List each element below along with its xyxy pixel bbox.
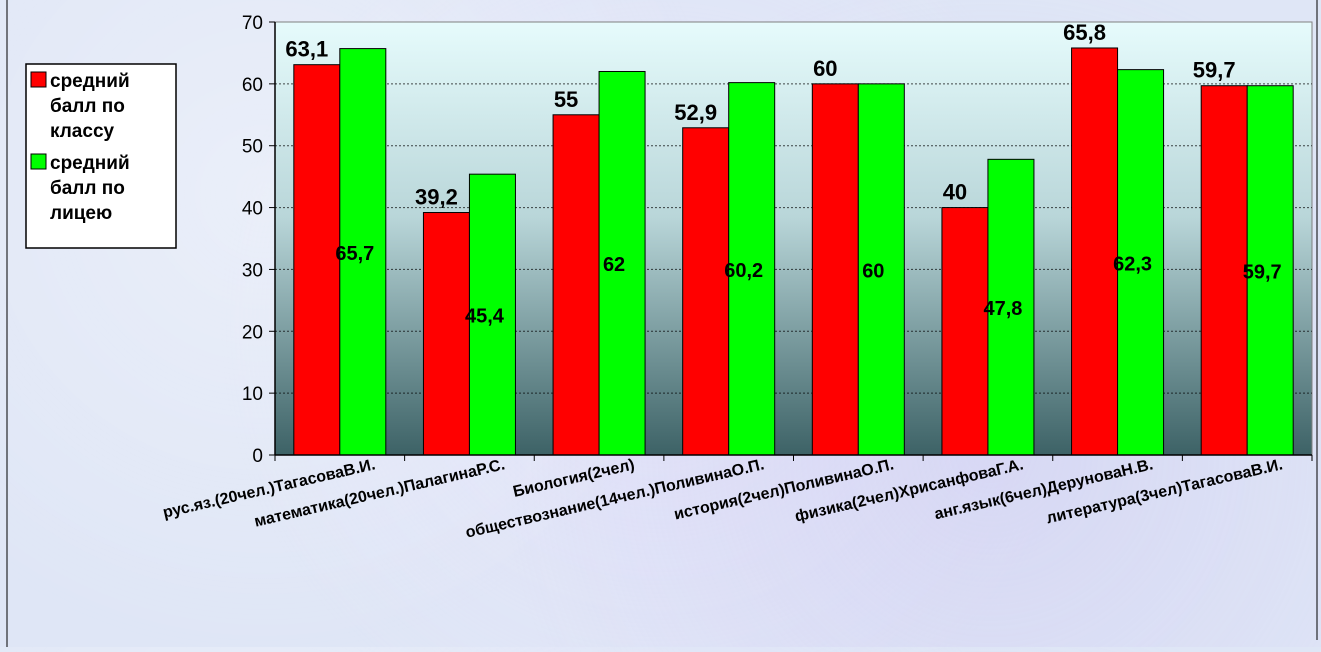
data-label-lyceum-average: 47,8 (983, 298, 1022, 320)
y-tick-label: 20 (242, 322, 263, 343)
y-tick-label: 30 (242, 260, 263, 281)
legend-label: балл по (50, 178, 125, 199)
legend-swatch (30, 153, 47, 170)
legend-label: средний (50, 153, 130, 174)
legend-item-class-average: средний балл по классу (30, 71, 130, 142)
data-label-class-average: 39,2 (415, 185, 458, 210)
bar-lyceum-average (339, 48, 387, 456)
bar-lyceum-average (1117, 69, 1165, 456)
bar-lyceum-average (857, 83, 905, 456)
bar-class-average (682, 127, 730, 456)
data-label-class-average: 60 (813, 56, 837, 81)
data-label-lyceum-average: 62 (603, 254, 625, 276)
bar-class-average (1071, 47, 1119, 456)
data-label-class-average: 63,1 (285, 37, 328, 62)
y-tick-label: 40 (242, 199, 263, 220)
category-label: математика(20чел.)ПалагинаР.С. (253, 456, 507, 530)
data-label-class-average: 40 (943, 180, 967, 205)
bar-class-average (422, 212, 470, 456)
legend-label: балл по (50, 96, 125, 117)
data-label-lyceum-average: 45,4 (465, 306, 505, 328)
data-label-class-average: 52,9 (674, 100, 717, 125)
data-label-class-average: 59,7 (1193, 58, 1236, 83)
bar-class-average (1200, 85, 1248, 456)
bar-class-average (811, 83, 859, 456)
data-label-class-average: 55 (554, 87, 578, 112)
bar-class-average (552, 114, 600, 456)
data-label-lyceum-average: 60,2 (724, 260, 763, 282)
bar-lyceum-average (468, 173, 516, 456)
data-label-lyceum-average: 60 (862, 260, 884, 282)
category-label: анг.язык(6чел)ДеруноваН.В. (933, 456, 1155, 523)
bar-lyceum-average (728, 82, 776, 456)
legend-label: средний (50, 71, 130, 92)
data-label-class-average: 65,8 (1063, 20, 1106, 45)
category-label: история(2чел)ПоливинаО.П. (673, 456, 896, 523)
y-tick-label: 10 (242, 384, 263, 405)
data-label-lyceum-average: 65,7 (335, 243, 374, 265)
data-label-lyceum-average: 62,3 (1113, 253, 1152, 275)
y-tick-label: 50 (242, 137, 263, 158)
legend-label: лицею (50, 203, 112, 224)
y-tick-label: 70 (242, 13, 263, 34)
y-tick-label: 60 (242, 75, 263, 96)
category-label: литература(3чел)ТагасоваВ.И. (1045, 456, 1285, 527)
legend-box (25, 63, 177, 249)
data-label-lyceum-average: 59,7 (1243, 261, 1282, 283)
legend-item-lyceum-average: средний балл по лицею (30, 153, 130, 224)
legend-label: классу (50, 121, 115, 142)
legend-swatch (30, 71, 47, 88)
bar-class-average (293, 64, 341, 456)
bar-lyceum-average (598, 70, 646, 456)
category-label: физика(2чел)ХрисанфоваГ.А. (793, 456, 1025, 525)
y-tick-label: 0 (252, 446, 263, 467)
bar-class-average (941, 207, 989, 456)
bar-lyceum-average (987, 158, 1035, 456)
